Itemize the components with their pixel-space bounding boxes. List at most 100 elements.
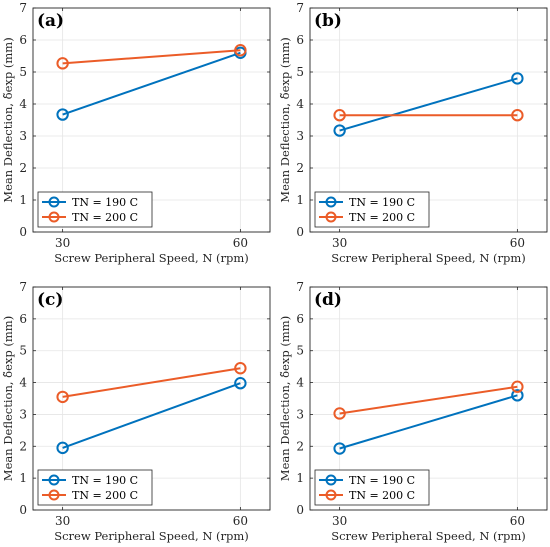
- data-point: [511, 109, 524, 122]
- legend-marker: [48, 489, 60, 501]
- series-line-1: [339, 77, 518, 132]
- legend-marker: [48, 196, 60, 208]
- legend-entry: TN = 190 C: [349, 474, 415, 487]
- legend-marker: [48, 211, 60, 223]
- axes-box: [32, 7, 271, 233]
- series-line-1: [62, 382, 241, 449]
- data-point: [234, 362, 247, 375]
- series-line-1: [339, 394, 518, 450]
- chart-panel-b: 0 1 2 3 4 5 6 7 30 60 (b) Screw Peripheral Speed, N…: [278, 1, 548, 265]
- data-point: [56, 57, 69, 70]
- y-tick-label: 4: [296, 376, 304, 390]
- y-tick-label: 1: [19, 471, 27, 485]
- legend: TN = 190 C TN = 200 C: [37, 469, 153, 506]
- chart-panel-a: 0 1 2 3 4 5 6 7 30 60 (a) Screw Peripheral Speed, N…: [1, 1, 271, 265]
- legend: TN = 190 C TN = 200 C: [314, 191, 430, 228]
- x-tick-label: 60: [233, 514, 248, 528]
- y-tick-label: 6: [19, 312, 27, 326]
- legend-entry: TN = 190 C: [72, 196, 138, 209]
- panel-label: (b): [314, 11, 342, 31]
- data-point: [333, 109, 346, 122]
- y-tick-label: 6: [296, 33, 304, 47]
- y-tick-label: 0: [296, 503, 304, 517]
- series-line-2: [62, 367, 241, 398]
- axes-box: [309, 286, 548, 511]
- y-tick-label: 2: [296, 439, 304, 453]
- legend: TN = 190 C TN = 200 C: [37, 191, 153, 228]
- x-tick-label: 30: [332, 514, 347, 528]
- data-point: [333, 442, 346, 455]
- x-tick-label: 60: [233, 236, 248, 250]
- axes-box: [32, 286, 271, 511]
- y-tick-label: 6: [19, 33, 27, 47]
- panel-label: (a): [37, 11, 64, 31]
- y-tick-label: 5: [296, 344, 304, 358]
- legend-marker: [325, 196, 337, 208]
- y-tick-label: 3: [296, 407, 304, 421]
- data-point: [511, 389, 524, 402]
- chart-panel-d: 0 1 2 3 4 5 6 7 30 60 (d) Screw Peripheral Speed, N…: [278, 280, 548, 543]
- legend-entry: TN = 200 C: [349, 489, 415, 502]
- y-tick-label: 4: [296, 97, 304, 111]
- data-point: [56, 108, 69, 121]
- y-axis-label: Mean Deflection, δ̃exp (mm): [1, 316, 15, 481]
- panel-label: (d): [314, 290, 342, 310]
- legend: TN = 190 C TN = 200 C: [314, 469, 430, 506]
- y-tick-label: 0: [19, 503, 27, 517]
- x-tick-label: 60: [510, 236, 525, 250]
- y-tick-label: 1: [296, 193, 304, 207]
- x-axis-label: Screw Peripheral Speed, N (rpm): [54, 251, 249, 265]
- panel-label: (c): [37, 290, 63, 310]
- legend-marker: [325, 211, 337, 223]
- y-tick-label: 1: [19, 193, 27, 207]
- x-tick-label: 30: [55, 236, 70, 250]
- legend-marker: [325, 474, 337, 486]
- y-tick-label: 3: [19, 407, 27, 421]
- legend-entry: TN = 200 C: [349, 211, 415, 224]
- y-tick-label: 4: [19, 376, 27, 390]
- y-tick-label: 7: [296, 1, 304, 15]
- legend-marker: [325, 489, 337, 501]
- x-axis-label: Screw Peripheral Speed, N (rpm): [331, 251, 526, 265]
- y-tick-label: 5: [19, 65, 27, 79]
- y-tick-label: 1: [296, 471, 304, 485]
- y-tick-label: 7: [19, 1, 27, 15]
- y-tick-label: 6: [296, 312, 304, 326]
- data-point: [333, 407, 346, 420]
- y-tick-label: 3: [19, 129, 27, 143]
- y-tick-label: 0: [296, 225, 304, 239]
- y-tick-label: 7: [296, 280, 304, 294]
- y-tick-label: 2: [19, 161, 27, 175]
- data-point: [234, 377, 247, 390]
- series-line-2: [339, 385, 518, 415]
- x-tick-label: 30: [332, 236, 347, 250]
- series-line-2: [62, 49, 241, 65]
- y-tick-label: 2: [19, 439, 27, 453]
- data-point: [511, 380, 524, 393]
- legend-entry: TN = 200 C: [72, 211, 138, 224]
- x-tick-label: 60: [510, 514, 525, 528]
- y-axis-label: Mean Deflection, δ̃exp (mm): [278, 316, 292, 481]
- x-axis-label: Screw Peripheral Speed, N (rpm): [54, 529, 249, 543]
- y-axis-label: Mean Deflection, δ̃exp (mm): [1, 37, 15, 202]
- legend-entry: TN = 190 C: [349, 196, 415, 209]
- legend-entry: TN = 200 C: [72, 489, 138, 502]
- x-axis-label: Screw Peripheral Speed, N (rpm): [331, 529, 526, 543]
- legend-entry: TN = 190 C: [72, 474, 138, 487]
- data-point: [56, 441, 69, 455]
- y-axis-label: Mean Deflection, δ̃exp (mm): [278, 37, 292, 202]
- y-tick-label: 0: [19, 225, 27, 239]
- y-tick-label: 7: [19, 280, 27, 294]
- y-tick-label: 4: [19, 97, 27, 111]
- series-line-1: [62, 51, 241, 116]
- y-tick-label: 3: [296, 129, 304, 143]
- legend-marker: [48, 474, 60, 486]
- chart-panel-c: 0 1 2 3 4 5 6 7 30 60 (c) Screw Peripheral Speed, N…: [1, 280, 271, 543]
- y-tick-label: 5: [296, 65, 304, 79]
- axes-box: [309, 7, 548, 233]
- data-point: [333, 124, 346, 137]
- data-point: [234, 44, 247, 57]
- y-tick-label: 2: [296, 161, 304, 175]
- x-tick-label: 30: [55, 514, 70, 528]
